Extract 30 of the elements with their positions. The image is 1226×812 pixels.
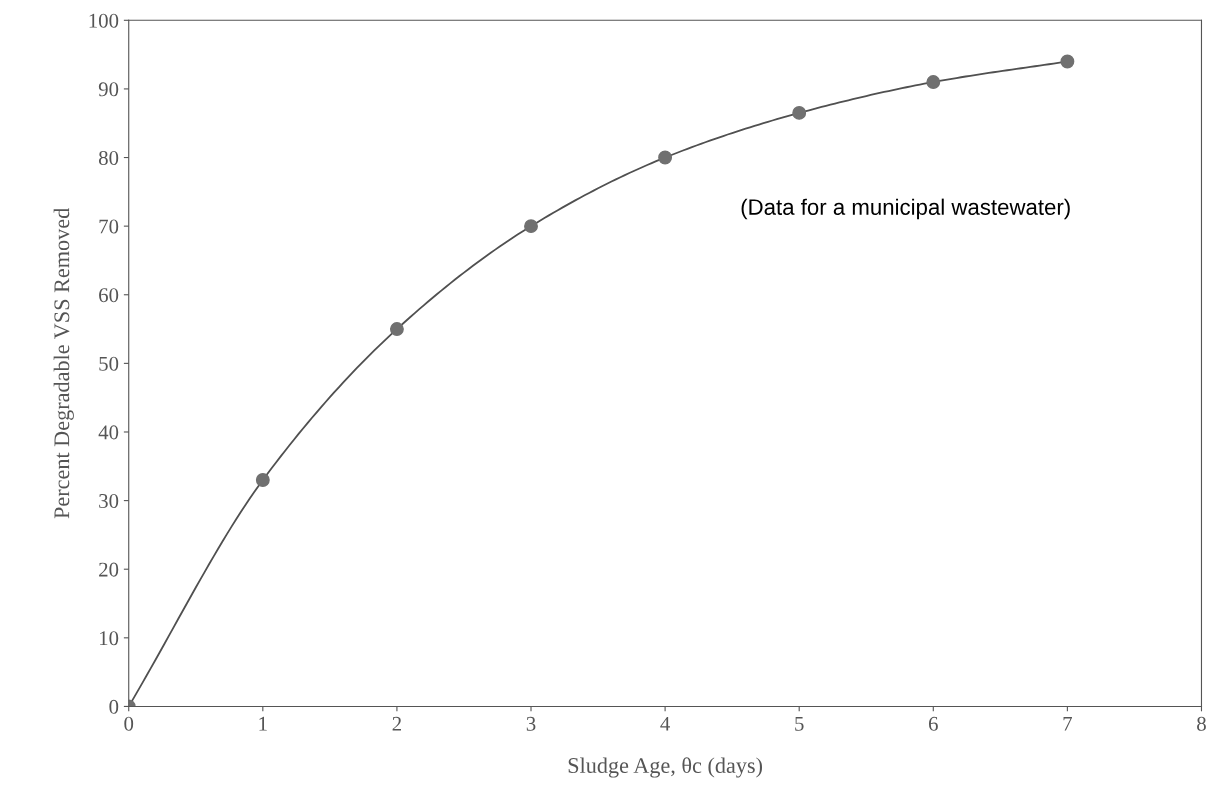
point (926, 75, 941, 89)
x-tick-label: 1 (259, 716, 267, 731)
point (792, 105, 807, 120)
x-tick-label: 2 (392, 716, 401, 731)
y-tick-label: 90 (98, 82, 119, 97)
x-tick-label: 4 (660, 716, 670, 731)
y-tick-label: 80 (98, 150, 119, 165)
point (255, 473, 270, 487)
y-tick-label: 60 (99, 288, 119, 303)
y-tick-label: 0 (109, 699, 119, 714)
point (1060, 54, 1075, 69)
y-tick-label: 40 (98, 425, 119, 440)
x-tick-label: 8 (1197, 716, 1206, 731)
y-axis-title: Percent Degradable VSS Removed (53, 208, 74, 519)
point (524, 219, 538, 234)
y-tick-label: 30 (99, 493, 119, 509)
annotation: (Data for a municipal wastewater) (741, 198, 1070, 220)
x-axis-title: Sludge Age, θc (days) (568, 757, 763, 778)
x-tick-label: 3 (526, 716, 536, 731)
y-tick-label: 50 (99, 356, 119, 371)
x-tick-label: 5 (795, 716, 804, 731)
point (389, 322, 404, 337)
x-tick-label: 6 (928, 716, 938, 731)
y-tick-label: 20 (99, 562, 119, 577)
point (658, 150, 673, 165)
y-tick-label: 10 (100, 631, 119, 646)
y-tick-label: 100 (89, 13, 119, 28)
x-tick-label: 7 (1063, 716, 1072, 731)
x-tick-label: 0 (124, 716, 134, 731)
y-tick-label: 70 (99, 219, 119, 234)
